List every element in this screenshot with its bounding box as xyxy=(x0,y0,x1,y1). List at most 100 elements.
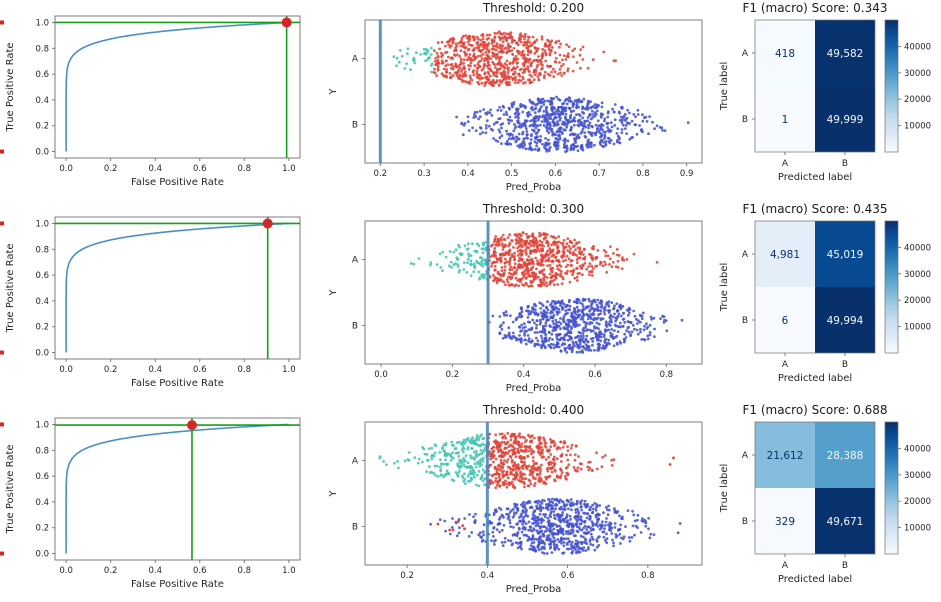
x-axis-label: Pred_Proba xyxy=(506,383,562,394)
y-tick-label: 0.4 xyxy=(35,498,49,508)
cm-cell xyxy=(815,422,875,488)
confusion-matrix-subplot-1: F1 (macro) Score: 0.343 418 49,582 1 49,999… xyxy=(715,0,941,201)
cm-cell-value: 49,994 xyxy=(827,315,864,327)
confusion-matrix-chart: 21,612 28,388 329 49,671 A B A B Predicted label… xyxy=(719,421,931,585)
x-axis-label: Predicted label xyxy=(778,574,852,585)
x-tick-label: 0.2 xyxy=(104,365,118,375)
x-axis-label: Predicted label xyxy=(778,172,852,183)
cm-cell-value: 418 xyxy=(775,48,795,60)
cm-cell xyxy=(755,86,815,152)
x-tick-label: A xyxy=(782,360,789,370)
swarm-chart: 0.2 0.3 0.4 0.5 0.6 0.7 0.8 0.9 A B Pred_Proba Y xyxy=(328,19,703,193)
y-axis-label: Y xyxy=(328,289,339,297)
cm-cell-value: 6 xyxy=(782,315,789,327)
roc-axes-box xyxy=(54,15,301,159)
swarm-points xyxy=(409,231,684,354)
y-tick-label: 0.6 xyxy=(35,70,49,80)
colorbar xyxy=(884,19,899,153)
colorbar-tick-label: 20000 xyxy=(904,95,931,105)
y-tick-label: A xyxy=(742,451,749,461)
category-tick-label: B xyxy=(352,120,358,130)
x-axis-label: Pred_Proba xyxy=(506,584,562,595)
swarm-points xyxy=(392,30,690,154)
edge-mark xyxy=(0,551,4,556)
y-tick-label: 1.0 xyxy=(35,18,49,28)
x-tick-label: B xyxy=(842,159,848,169)
chart-row-1: 0.0 0.2 0.4 0.6 0.8 1.0 0.0 0.2 0.4 0.6 0.8 1.0 Fals… xyxy=(0,0,941,201)
x-tick-label: 0.2 xyxy=(446,370,460,380)
cm-cell-value: 49,671 xyxy=(827,516,864,528)
cm-cell-value: 1 xyxy=(782,114,789,126)
x-tick-label: 0.8 xyxy=(238,365,252,375)
x-tick-label: B xyxy=(842,561,848,571)
y-tick-label: 0.8 xyxy=(35,446,49,456)
roc-subplot-3: 0.0 0.2 0.4 0.6 0.8 1.0 0.0 0.2 0.4 0.6 0.8 1.0 Fals… xyxy=(0,402,320,602)
x-tick-label: 0.8 xyxy=(636,169,650,179)
roc-chart: 0.0 0.2 0.4 0.6 0.8 1.0 0.0 0.2 0.4 0.6 0.8 1.0 Fals… xyxy=(0,15,301,188)
category-tick-label: B xyxy=(352,321,358,331)
chart-row-3: 0.0 0.2 0.4 0.6 0.8 1.0 0.0 0.2 0.4 0.6 0.8 1.0 Fals… xyxy=(0,402,941,602)
x-tick-label: 0.6 xyxy=(193,365,207,375)
y-tick-label: A xyxy=(742,250,749,260)
colorbar-tick-label: 10000 xyxy=(904,524,931,534)
swarm-axes-box xyxy=(364,19,703,164)
roc-operating-point xyxy=(262,218,273,229)
y-tick-label: 0.2 xyxy=(35,323,49,333)
y-axis-label: True Positive Rate xyxy=(5,42,16,132)
edge-mark xyxy=(0,221,4,226)
x-axis-label: Pred_Proba xyxy=(506,182,562,193)
x-tick-label: 0.4 xyxy=(148,566,162,576)
x-tick-label: 0.6 xyxy=(588,370,602,380)
x-tick-label: 1.0 xyxy=(282,566,296,576)
cm-cell xyxy=(755,287,815,353)
x-tick-label: 0.6 xyxy=(193,566,207,576)
x-tick-label: 0.0 xyxy=(59,164,73,174)
cm-cell xyxy=(755,221,815,287)
x-axis-label: False Positive Rate xyxy=(131,579,224,590)
x-tick-label: A xyxy=(782,159,789,169)
colorbar-tick-label: 30000 xyxy=(904,270,931,280)
roc-operating-point xyxy=(281,17,292,28)
x-axis-label: False Positive Rate xyxy=(131,378,224,389)
edge-mark xyxy=(0,149,4,154)
cm-cell xyxy=(755,20,815,86)
y-axis-label: True label xyxy=(719,263,730,313)
roc-axes-box xyxy=(54,417,301,561)
y-tick-label: 0.6 xyxy=(35,271,49,281)
colorbar-tick-label: 40000 xyxy=(904,444,931,454)
x-tick-label: A xyxy=(782,561,789,571)
cm-cell-value: 28,388 xyxy=(827,450,864,462)
x-tick-label: 0.8 xyxy=(238,164,252,174)
x-tick-label: 0.8 xyxy=(238,566,252,576)
edge-mark xyxy=(0,20,4,25)
edge-mark xyxy=(0,350,4,355)
x-tick-label: 0.2 xyxy=(104,566,118,576)
colorbar-tick-label: 40000 xyxy=(904,42,931,52)
colorbar-tick-label: 40000 xyxy=(904,243,931,253)
x-tick-label: 0.9 xyxy=(680,169,694,179)
cm-cell-value: 49,999 xyxy=(827,114,864,126)
cm-cell-value: 49,582 xyxy=(827,48,864,60)
colorbar-tick-label: 20000 xyxy=(904,296,931,306)
y-axis-label: Y xyxy=(328,490,339,498)
cm-axes-box xyxy=(754,421,876,555)
y-tick-label: 0.0 xyxy=(35,148,49,158)
x-tick-label: 0.8 xyxy=(641,571,655,581)
x-axis-label: False Positive Rate xyxy=(131,177,224,188)
y-tick-label: 0.6 xyxy=(35,472,49,482)
x-tick-label: 1.0 xyxy=(282,164,296,174)
category-tick-label: A xyxy=(352,457,359,467)
y-tick-label: B xyxy=(742,316,748,326)
edge-mark xyxy=(0,422,4,427)
confusion-matrix-subplot-3: F1 (macro) Score: 0.688 21,612 28,388 329 4… xyxy=(715,402,941,602)
x-tick-label: 0.0 xyxy=(374,370,388,380)
x-tick-label: 0.2 xyxy=(374,169,388,179)
cm-cell-value: 45,019 xyxy=(827,249,864,261)
roc-operating-point xyxy=(186,420,197,431)
swarm-chart: 0.0 0.2 0.4 0.6 0.8 A B Pred_Proba Y xyxy=(328,220,703,394)
colorbar-tick-label: 10000 xyxy=(904,323,931,333)
confusion-matrix-chart: 4,981 45,019 6 49,994 A B A B Predicted label Tru… xyxy=(719,220,931,384)
swarm-subplot-2: Threshold: 0.300 0.0 0.2 0.4 0.6 0.8 A B Pred_P… xyxy=(320,201,715,402)
y-tick-label: 0.0 xyxy=(35,550,49,560)
cm-title: F1 (macro) Score: 0.688 xyxy=(742,403,888,417)
